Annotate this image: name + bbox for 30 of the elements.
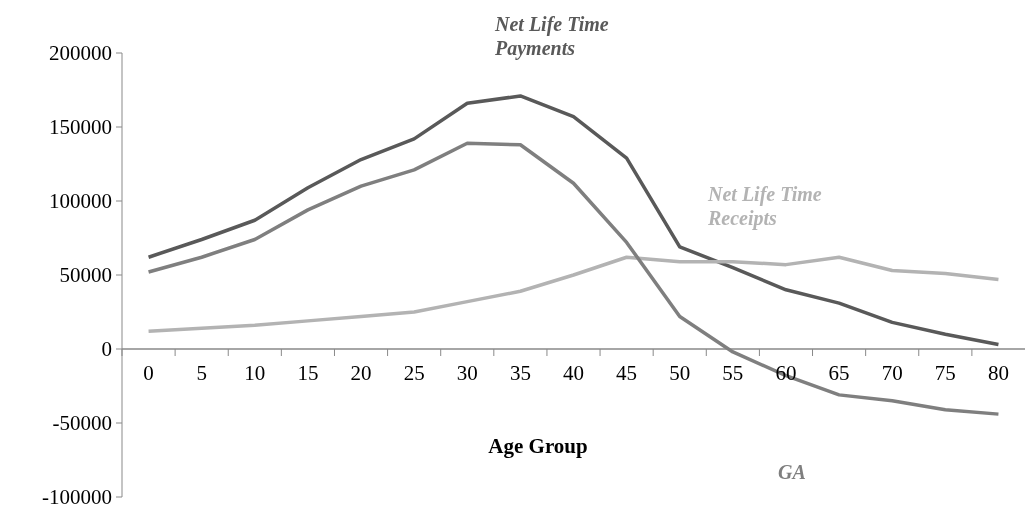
y-tick-label: 0 — [101, 337, 112, 362]
text: GA — [778, 460, 807, 484]
x-tick-label: 60 — [775, 361, 797, 385]
y-tick-label: 150000 — [49, 115, 112, 140]
x-tick-label: 70 — [881, 361, 903, 385]
x-tick-label: 25 — [403, 361, 425, 385]
x-tick-label: 45 — [616, 361, 638, 385]
y-tick-label: 200000 — [49, 41, 112, 66]
x-tick-label: 15 — [297, 361, 319, 385]
x-tick-label: 5 — [196, 361, 207, 385]
x-tick-label: 30 — [456, 361, 478, 385]
y-tick-label: 50000 — [59, 263, 112, 288]
x-tick-label: 75 — [934, 361, 956, 385]
x-axis-title: Age Group — [487, 434, 589, 459]
series-label: Net Life Time Receipts — [708, 182, 823, 230]
x-tick-label: 55 — [722, 361, 744, 385]
y-tick-label: -50000 — [52, 411, 112, 436]
x-tick-label: 50 — [669, 361, 691, 385]
line-series — [146, 94, 1001, 347]
x-tick-label: 35 — [509, 361, 531, 385]
x-tick-label: 10 — [244, 361, 266, 385]
x-tick-label: 80 — [987, 361, 1009, 385]
line-series — [146, 255, 1001, 333]
y-tick-label: 100000 — [49, 189, 112, 214]
x-tick-label: 20 — [350, 361, 372, 385]
text: Net Life Time Payments — [495, 12, 610, 60]
x-tick-label: 65 — [828, 361, 850, 385]
x-tick-label: 0 — [143, 361, 154, 385]
x-tick-label: 40 — [563, 361, 584, 385]
y-tick-label: -100000 — [42, 485, 112, 510]
